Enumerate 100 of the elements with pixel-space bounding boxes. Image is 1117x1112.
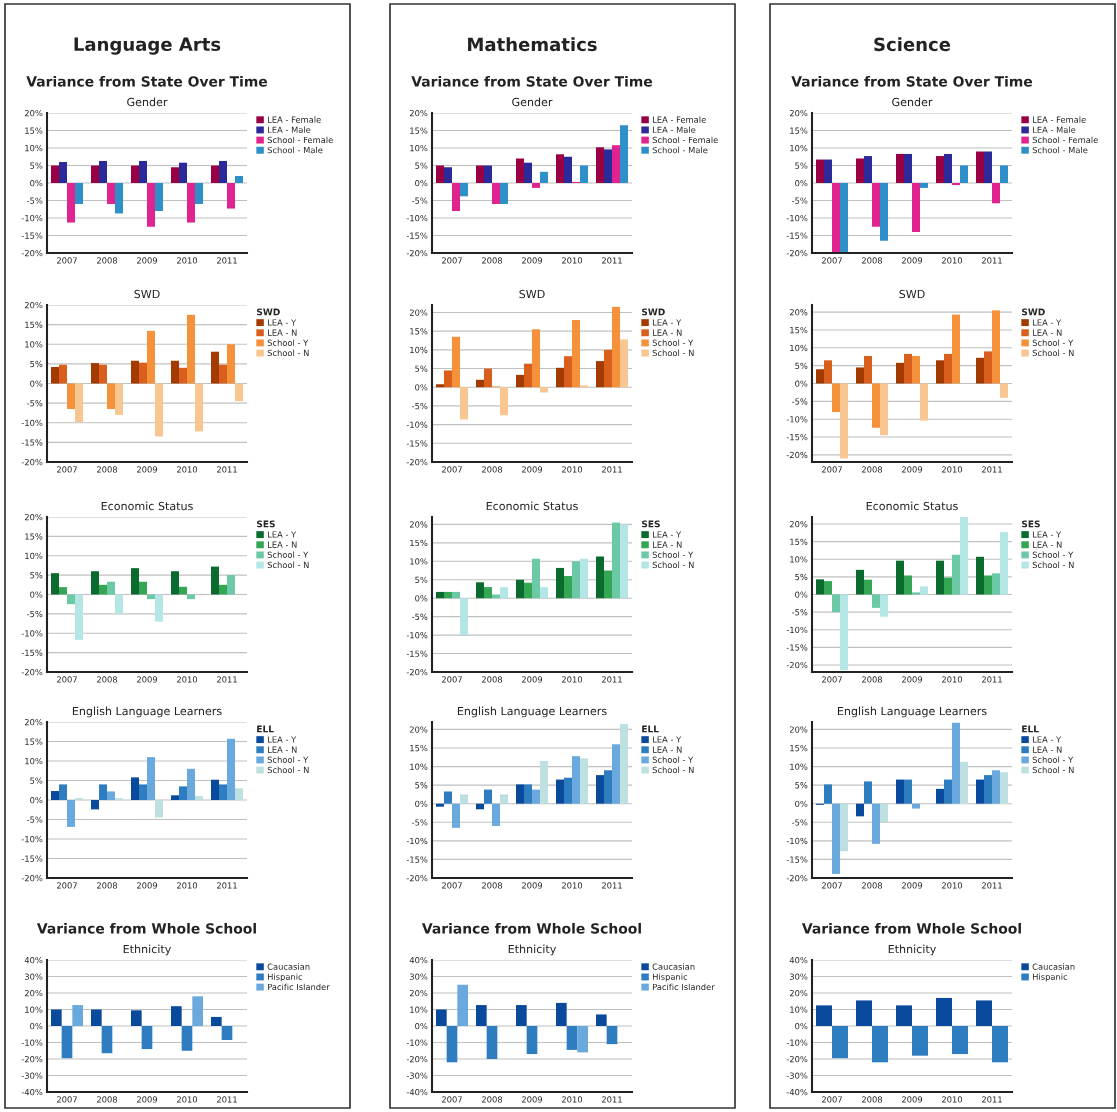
bar [492, 183, 500, 204]
bar [107, 383, 115, 410]
bar [107, 183, 115, 204]
y-tick-label: 30% [409, 973, 428, 980]
y-tick-label: -5% [27, 197, 43, 204]
y-tick-label: -5% [27, 610, 43, 618]
y-tick-label: -10% [406, 1039, 428, 1046]
x-tick-label: 2007 [57, 466, 77, 473]
y-tick-label: 5% [415, 162, 428, 169]
bar [992, 183, 1000, 204]
bar [832, 383, 840, 413]
y-tick-label: 10% [410, 558, 428, 565]
y-tick-label: -10% [406, 632, 428, 639]
bar [952, 1026, 968, 1055]
x-tick-label: 2008 [482, 676, 503, 683]
bar [131, 568, 139, 595]
chart-title: Gender [892, 97, 933, 107]
legend-label: LEA - N [1032, 329, 1062, 336]
bar [460, 387, 468, 420]
y-tick-label: -10% [21, 630, 43, 637]
bar [952, 314, 960, 384]
bar [211, 351, 219, 384]
legend-label: Pacific Islander [652, 983, 715, 991]
bar [155, 183, 163, 211]
bar [604, 770, 612, 804]
y-tick-label: 5% [415, 365, 428, 372]
bar [912, 1026, 928, 1056]
x-tick-label: 2010 [177, 257, 198, 264]
bar [181, 1026, 193, 1051]
y-tick-label: 10% [25, 552, 43, 560]
x-tick-label: 2008 [97, 676, 118, 683]
bar [984, 151, 992, 183]
y-tick-label: 0% [30, 591, 43, 598]
bar [564, 356, 572, 388]
bar [476, 1005, 487, 1026]
x-tick-label: 2011 [602, 676, 622, 683]
x-tick-label: 2010 [942, 257, 963, 264]
x-tick-label: 2011 [602, 466, 622, 473]
bar [436, 803, 444, 807]
bar [896, 779, 904, 804]
y-tick-label: -20% [406, 668, 428, 676]
x-tick-label: 2008 [97, 882, 118, 889]
y-tick-label: -15% [786, 856, 808, 863]
legend-label: Caucasian [652, 963, 695, 970]
bar [99, 784, 107, 800]
y-tick-label: -5% [412, 613, 428, 620]
bar [91, 363, 99, 384]
x-tick-label: 2008 [862, 466, 883, 473]
bar [486, 1026, 498, 1059]
y-tick-label: -10% [21, 214, 43, 222]
bar [936, 560, 944, 595]
legend-label: School - Male [1032, 146, 1088, 154]
legend-title: SES [1021, 520, 1040, 528]
legend-label: LEA - Y [652, 319, 682, 326]
bar [484, 165, 492, 183]
y-tick-label: -20% [21, 1055, 43, 1063]
bar [179, 586, 187, 595]
bar [147, 757, 155, 800]
bar [221, 1026, 233, 1041]
bar [620, 723, 628, 804]
bar [211, 779, 219, 800]
bar [872, 383, 880, 428]
bar [99, 160, 107, 183]
y-tick-label: 20% [409, 726, 428, 733]
bar [604, 349, 612, 388]
x-tick-label: 2008 [482, 882, 503, 889]
bar [840, 383, 848, 459]
y-tick-label: 0% [415, 800, 428, 807]
bar [72, 1005, 83, 1026]
bar [596, 556, 604, 599]
bar [155, 383, 163, 437]
bar [864, 579, 872, 595]
legend-label: LEA - N [267, 746, 297, 753]
y-tick-label: 0% [30, 179, 43, 187]
bar [179, 162, 187, 183]
y-tick-label: -15% [406, 440, 428, 447]
x-tick-label: 2007 [822, 676, 842, 683]
bar [1000, 165, 1008, 183]
bar [976, 1000, 992, 1026]
y-tick-label: -40% [786, 1088, 808, 1096]
x-tick-label: 2008 [482, 257, 503, 264]
bar [476, 379, 484, 388]
bar [139, 160, 147, 183]
chart-title: SWD [519, 289, 545, 299]
x-tick-label: 2009 [522, 466, 543, 473]
legend-label: LEA - Y [267, 531, 297, 538]
bar [524, 582, 532, 599]
y-tick-label: -10% [786, 837, 808, 845]
x-tick-label: 2010 [177, 466, 198, 473]
y-tick-label: 15% [410, 127, 428, 134]
legend-label: LEA - N [652, 329, 682, 336]
y-tick-label: -10% [21, 1039, 43, 1046]
bar [516, 784, 524, 804]
y-tick-label: -5% [27, 400, 43, 407]
y-tick-label: -20% [786, 1055, 808, 1063]
bar [936, 156, 944, 183]
bar [59, 784, 67, 800]
y-tick-label: 0% [415, 384, 428, 391]
bar [171, 571, 179, 595]
bar [936, 997, 952, 1026]
